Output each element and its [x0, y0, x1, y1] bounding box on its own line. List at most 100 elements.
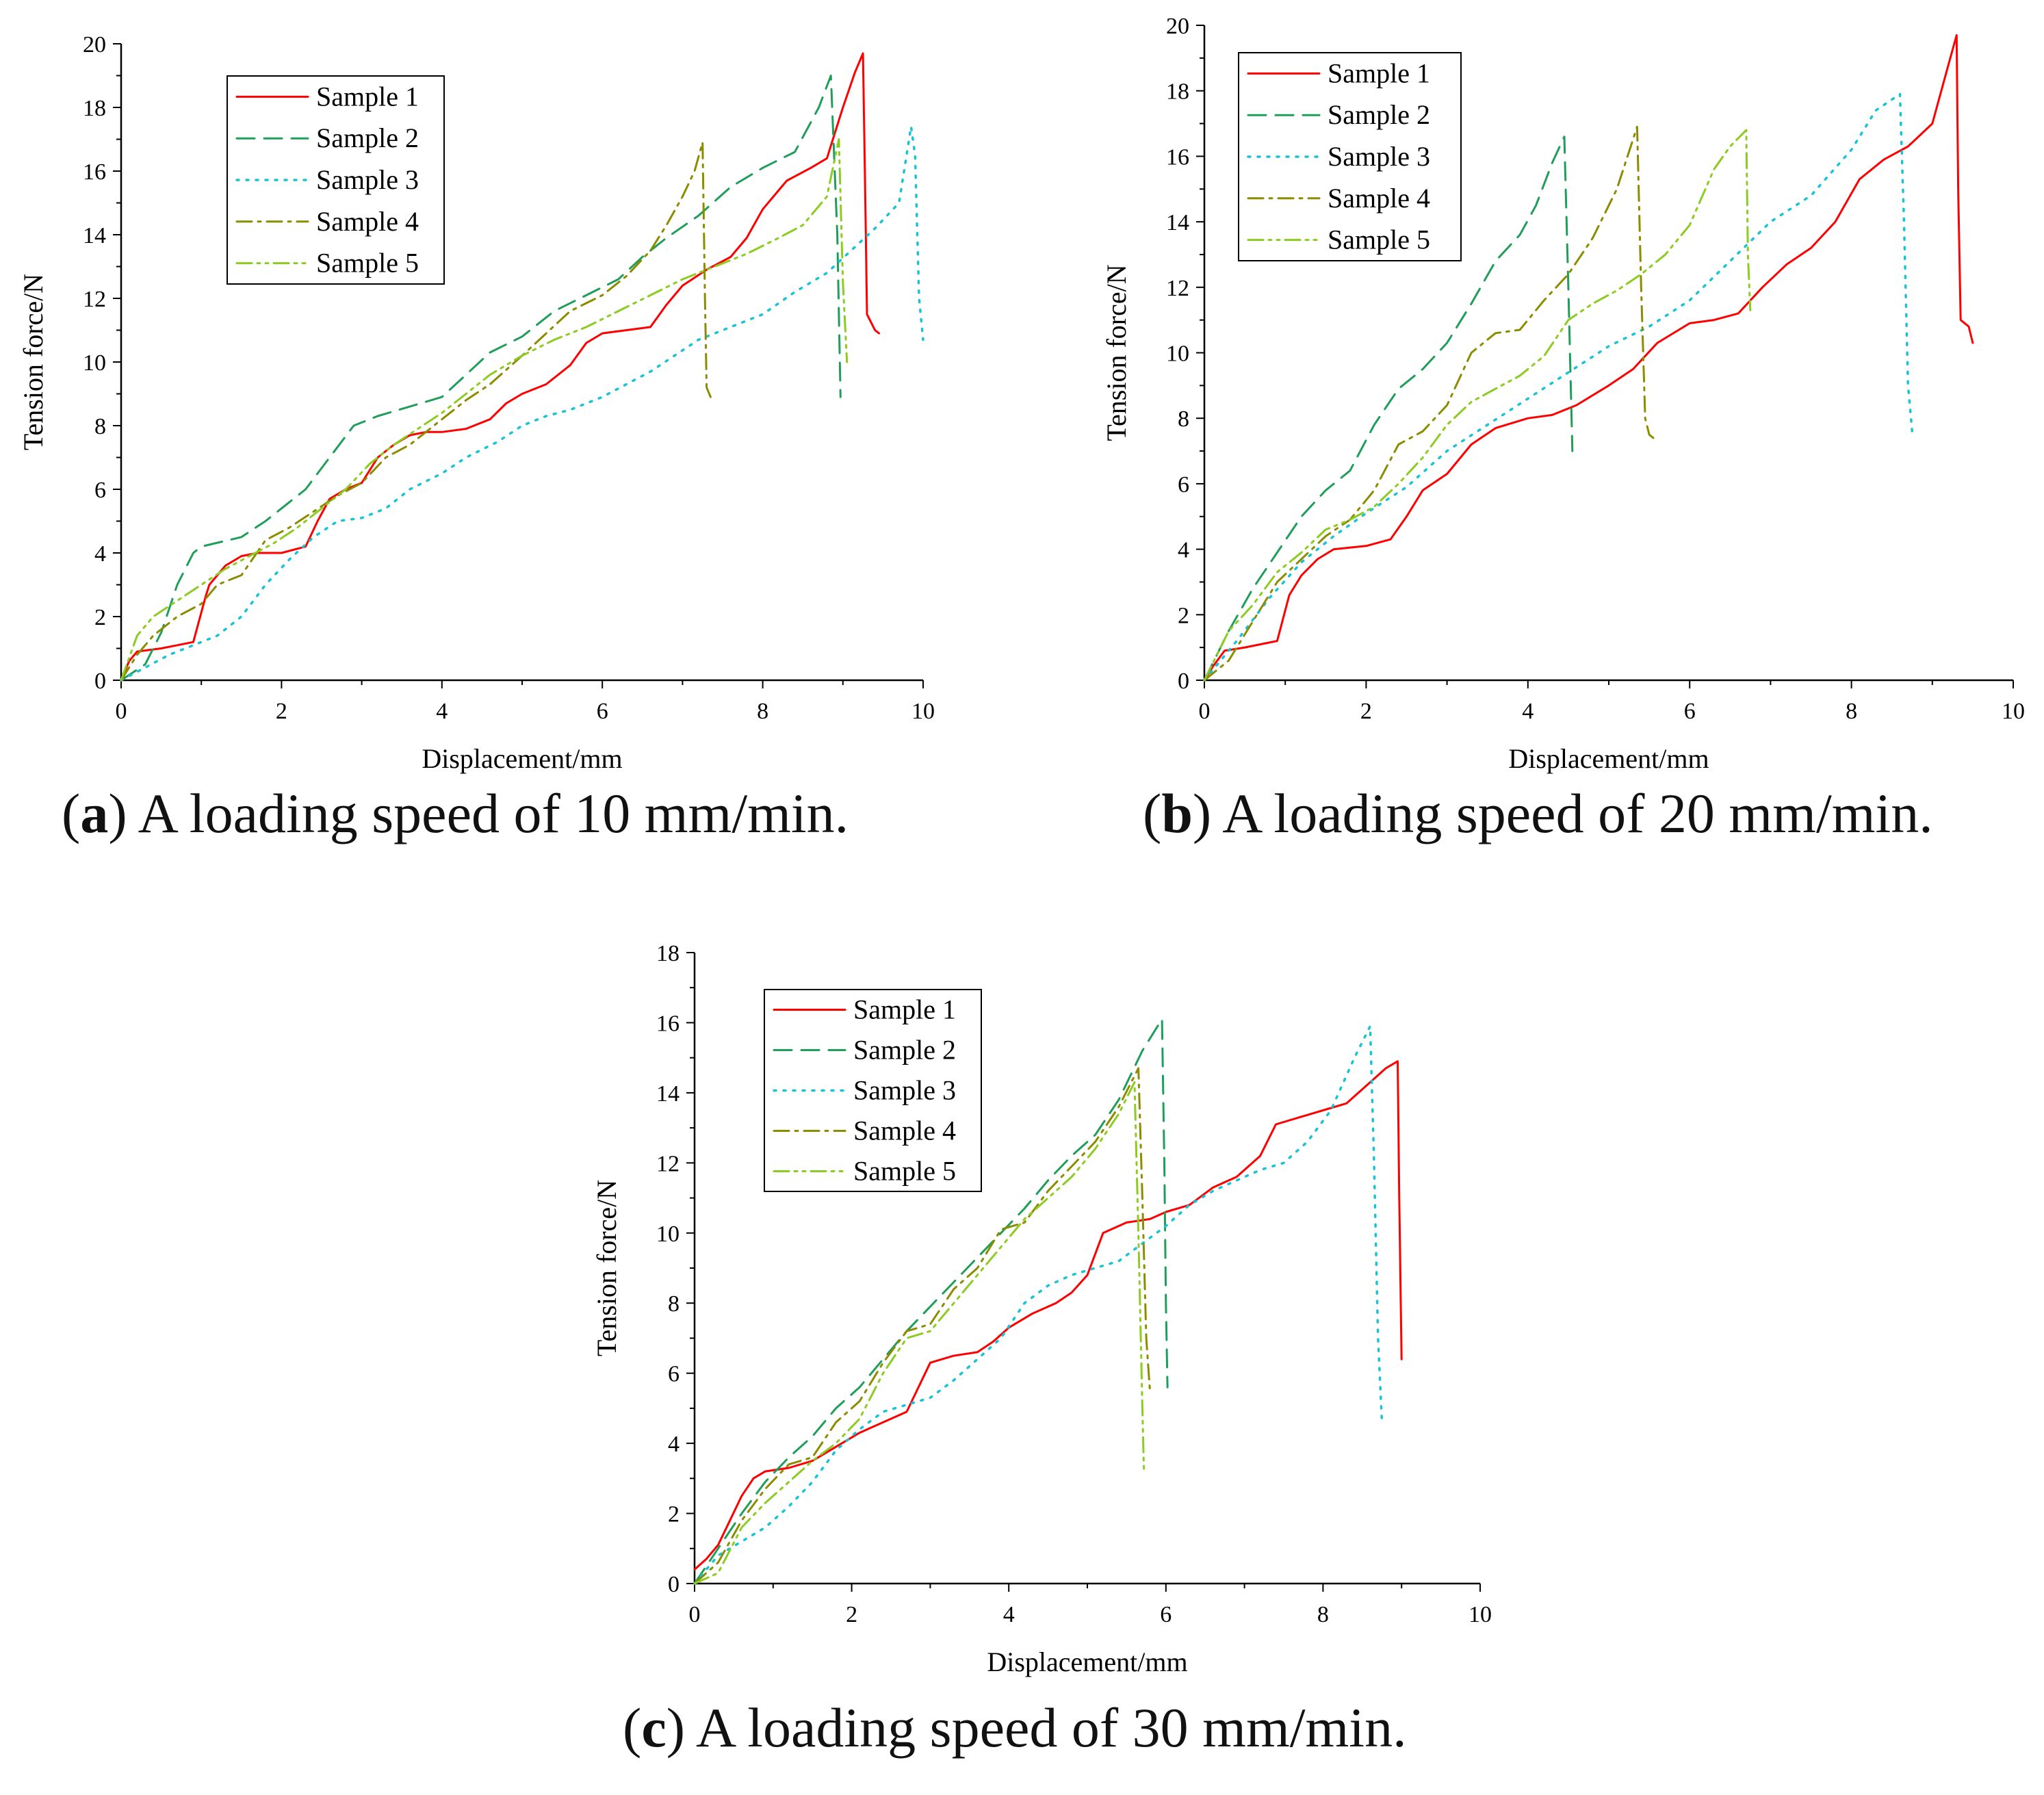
y-tick-label: 18 — [656, 941, 680, 966]
y-tick-label: 8 — [94, 414, 106, 439]
x-tick-label: 4 — [436, 699, 448, 724]
x-tick-label: 0 — [1199, 699, 1211, 724]
y-axis-label: Tension force/N — [1101, 264, 1132, 441]
y-tick-label: 20 — [83, 32, 106, 57]
y-tick-label: 2 — [94, 605, 106, 630]
y-tick-label: 8 — [668, 1291, 680, 1317]
y-tick-label: 6 — [94, 478, 106, 503]
legend-label-4: Sample 4 — [1328, 183, 1430, 214]
y-tick-label: 16 — [83, 159, 106, 185]
y-axis-label: Tension force/N — [591, 1180, 622, 1356]
y-tick-label: 18 — [1166, 79, 1189, 105]
series-line-3 — [1203, 92, 1914, 682]
y-tick-label: 4 — [94, 541, 106, 567]
series-line-2 — [1203, 135, 1574, 682]
series-line-2 — [120, 75, 842, 682]
legend-label-5: Sample 5 — [316, 248, 419, 279]
y-tick-label: 14 — [656, 1081, 680, 1107]
caption-a: (a) A loading speed of 10 mm/min. — [62, 782, 849, 844]
y-tick-label: 12 — [1166, 276, 1189, 301]
legend-label-5: Sample 5 — [853, 1156, 956, 1187]
x-tick-label: 2 — [1360, 699, 1372, 724]
y-tick-label: 6 — [668, 1362, 680, 1387]
series-line-1 — [1203, 34, 1974, 682]
x-axis-label: Displacement/mm — [987, 1647, 1187, 1677]
y-tick-label: 4 — [668, 1432, 680, 1457]
caption-c-label: c — [641, 1696, 667, 1759]
legend-label-3: Sample 3 — [1328, 141, 1430, 172]
series-line-4 — [693, 1067, 1152, 1585]
x-tick-label: 8 — [1846, 699, 1857, 724]
series-line-3 — [120, 125, 924, 682]
y-tick-label: 12 — [83, 287, 106, 312]
series-line-4 — [1203, 125, 1655, 682]
y-tick-label: 14 — [1166, 210, 1189, 235]
x-tick-label: 2 — [846, 1602, 857, 1627]
legend-label-2: Sample 2 — [853, 1035, 956, 1066]
y-tick-label: 14 — [83, 223, 106, 248]
y-tick-label: 0 — [668, 1572, 680, 1597]
x-tick-label: 6 — [1160, 1602, 1172, 1627]
y-tick-label: 0 — [1178, 669, 1189, 694]
series-line-3 — [693, 1024, 1384, 1585]
caption-b-label: b — [1161, 782, 1193, 844]
x-tick-label: 2 — [276, 699, 287, 724]
y-tick-label: 20 — [1166, 14, 1189, 39]
series-line-1 — [120, 52, 880, 682]
y-tick-label: 0 — [94, 669, 106, 694]
legend-label-4: Sample 4 — [853, 1115, 956, 1146]
legend-label-3: Sample 3 — [316, 164, 419, 195]
x-tick-label: 0 — [116, 699, 127, 724]
x-tick-label: 10 — [1469, 1602, 1492, 1627]
legend-label-2: Sample 2 — [1328, 99, 1430, 130]
y-tick-label: 2 — [668, 1502, 680, 1527]
x-tick-label: 4 — [1003, 1602, 1015, 1627]
legend-box — [1238, 52, 1462, 261]
y-tick-label: 6 — [1178, 472, 1189, 498]
legend-label-2: Sample 2 — [316, 122, 419, 153]
chart-b: 0 2 4 6 8 10 0 2 4 6 8 10 12 14 16 18 20 Displacement/mm T… — [1101, 14, 2025, 774]
y-tick-label: 16 — [1166, 144, 1189, 170]
caption-a-label: a — [80, 782, 109, 844]
chart-c: 0 2 4 6 8 10 0 2 4 6 8 10 12 14 16 18 Displacement/mm Ten… — [591, 941, 1492, 1677]
x-tick-label: 8 — [757, 699, 768, 724]
x-tick-label: 10 — [2002, 699, 2025, 724]
y-axis-label: Tension force/N — [18, 274, 49, 450]
x-axis-label: Displacement/mm — [422, 743, 622, 774]
y-tick-label: 16 — [656, 1011, 680, 1036]
series-line-5 — [120, 138, 849, 682]
chart-a: 0 2 4 6 8 10 0 2 4 6 8 10 12 14 16 18 20 Displacement/mm T… — [18, 32, 935, 774]
series-line-2 — [693, 1018, 1169, 1585]
series-line-4 — [120, 141, 712, 682]
y-tick-label: 10 — [656, 1222, 680, 1247]
caption-c: (c) A loading speed of 30 mm/min. — [623, 1696, 1407, 1759]
x-tick-label: 4 — [1522, 699, 1534, 724]
x-tick-label: 6 — [597, 699, 608, 724]
y-tick-label: 4 — [1178, 538, 1189, 563]
x-tick-label: 0 — [689, 1602, 701, 1627]
series-line-5 — [1203, 129, 1752, 682]
caption-c-text: A loading speed of 30 mm/min. — [696, 1696, 1407, 1759]
y-tick-label: 18 — [83, 96, 106, 121]
legend-label-3: Sample 3 — [853, 1075, 956, 1106]
legend-label-1: Sample 1 — [853, 994, 956, 1025]
legend-label-1: Sample 1 — [1328, 57, 1430, 88]
caption-b-text: A loading speed of 20 mm/min. — [1222, 782, 1933, 844]
legend-label-1: Sample 1 — [316, 81, 419, 112]
legend-label-5: Sample 5 — [1328, 224, 1430, 255]
series-line-5 — [693, 1081, 1146, 1585]
y-tick-label: 8 — [1178, 406, 1189, 432]
x-tick-label: 10 — [911, 699, 935, 724]
y-tick-label: 12 — [656, 1151, 680, 1176]
y-tick-label: 2 — [1178, 603, 1189, 628]
x-axis-label: Displacement/mm — [1508, 743, 1709, 774]
legend-box — [764, 989, 982, 1192]
y-tick-label: 10 — [83, 350, 106, 376]
caption-a-text: A loading speed of 10 mm/min. — [138, 782, 849, 844]
caption-b: (b) A loading speed of 20 mm/min. — [1143, 782, 1933, 844]
x-tick-label: 6 — [1684, 699, 1696, 724]
legend-label-4: Sample 4 — [316, 206, 419, 237]
x-tick-label: 8 — [1317, 1602, 1329, 1627]
legend-box — [227, 75, 445, 285]
